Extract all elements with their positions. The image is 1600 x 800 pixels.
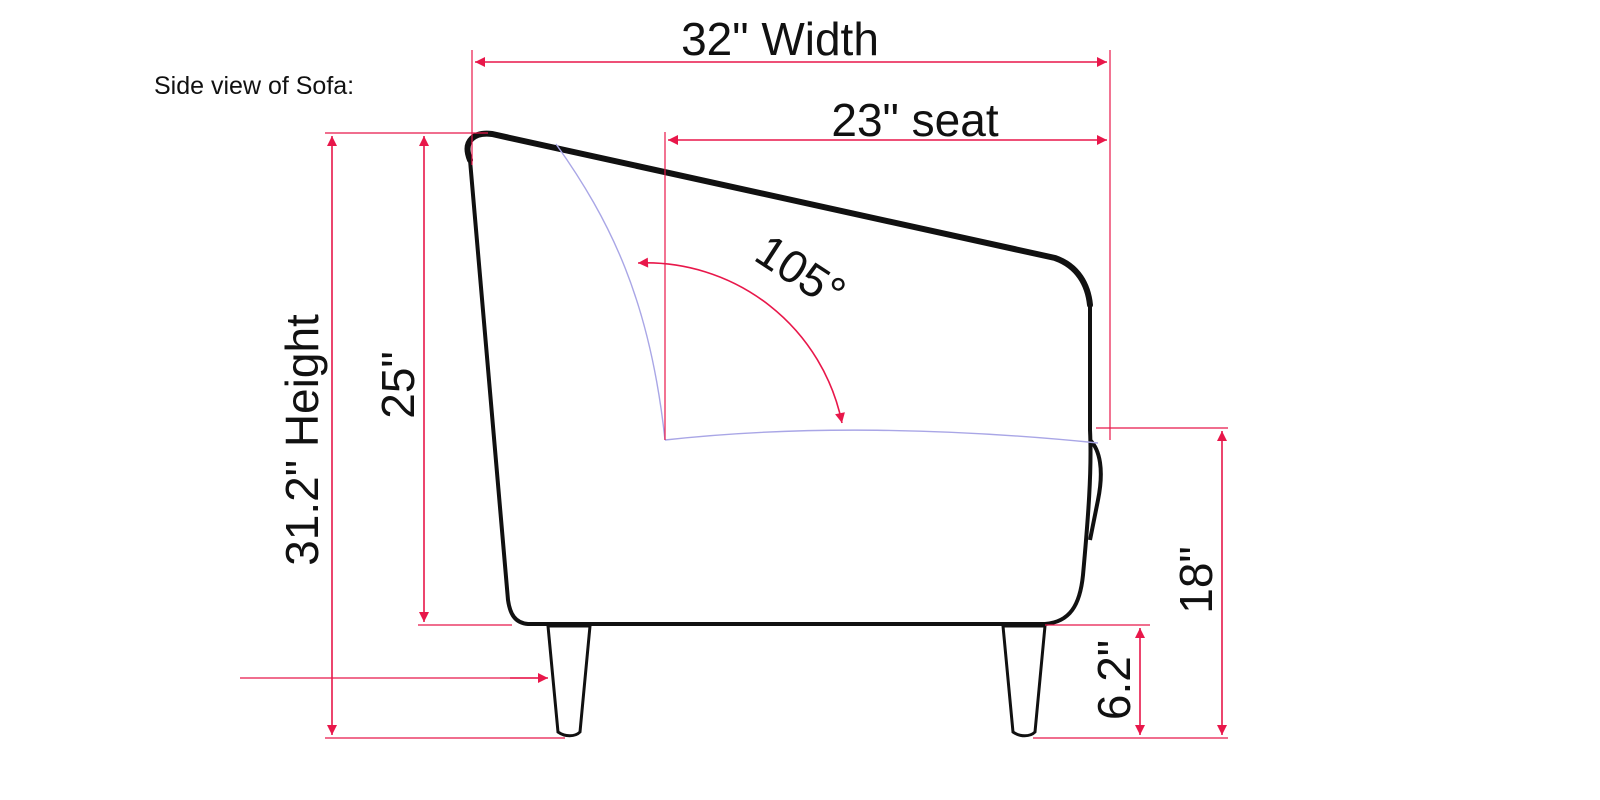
angle-arc bbox=[637, 257, 845, 424]
diagram-caption: Side view of Sofa: bbox=[154, 72, 355, 100]
leg-height-label: 6.2" bbox=[1088, 640, 1140, 720]
sofa-arm-front bbox=[1088, 438, 1103, 541]
seat-line bbox=[664, 429, 1099, 444]
dimension-labels: 32" Width 23" seat 31.2" Height 25" 18" … bbox=[276, 13, 1222, 720]
back-height-label: 25" bbox=[372, 351, 424, 419]
dimension-lines bbox=[327, 57, 1227, 735]
sofa-body bbox=[464, 130, 1103, 626]
sofa-legs bbox=[546, 624, 1047, 738]
sofa-back-top-edge bbox=[464, 130, 1093, 308]
height-label: 31.2" Height bbox=[276, 314, 328, 566]
angle-label: 105° bbox=[747, 224, 855, 319]
sofa-leg-right bbox=[1001, 624, 1047, 738]
width-label: 32" Width bbox=[681, 13, 879, 65]
backrest-curve bbox=[555, 143, 666, 441]
sofa-outline bbox=[465, 131, 1093, 626]
seat-label: 23" seat bbox=[831, 94, 998, 146]
seat-height-label: 18" bbox=[1170, 546, 1222, 614]
sofa-leg-left bbox=[546, 624, 592, 738]
